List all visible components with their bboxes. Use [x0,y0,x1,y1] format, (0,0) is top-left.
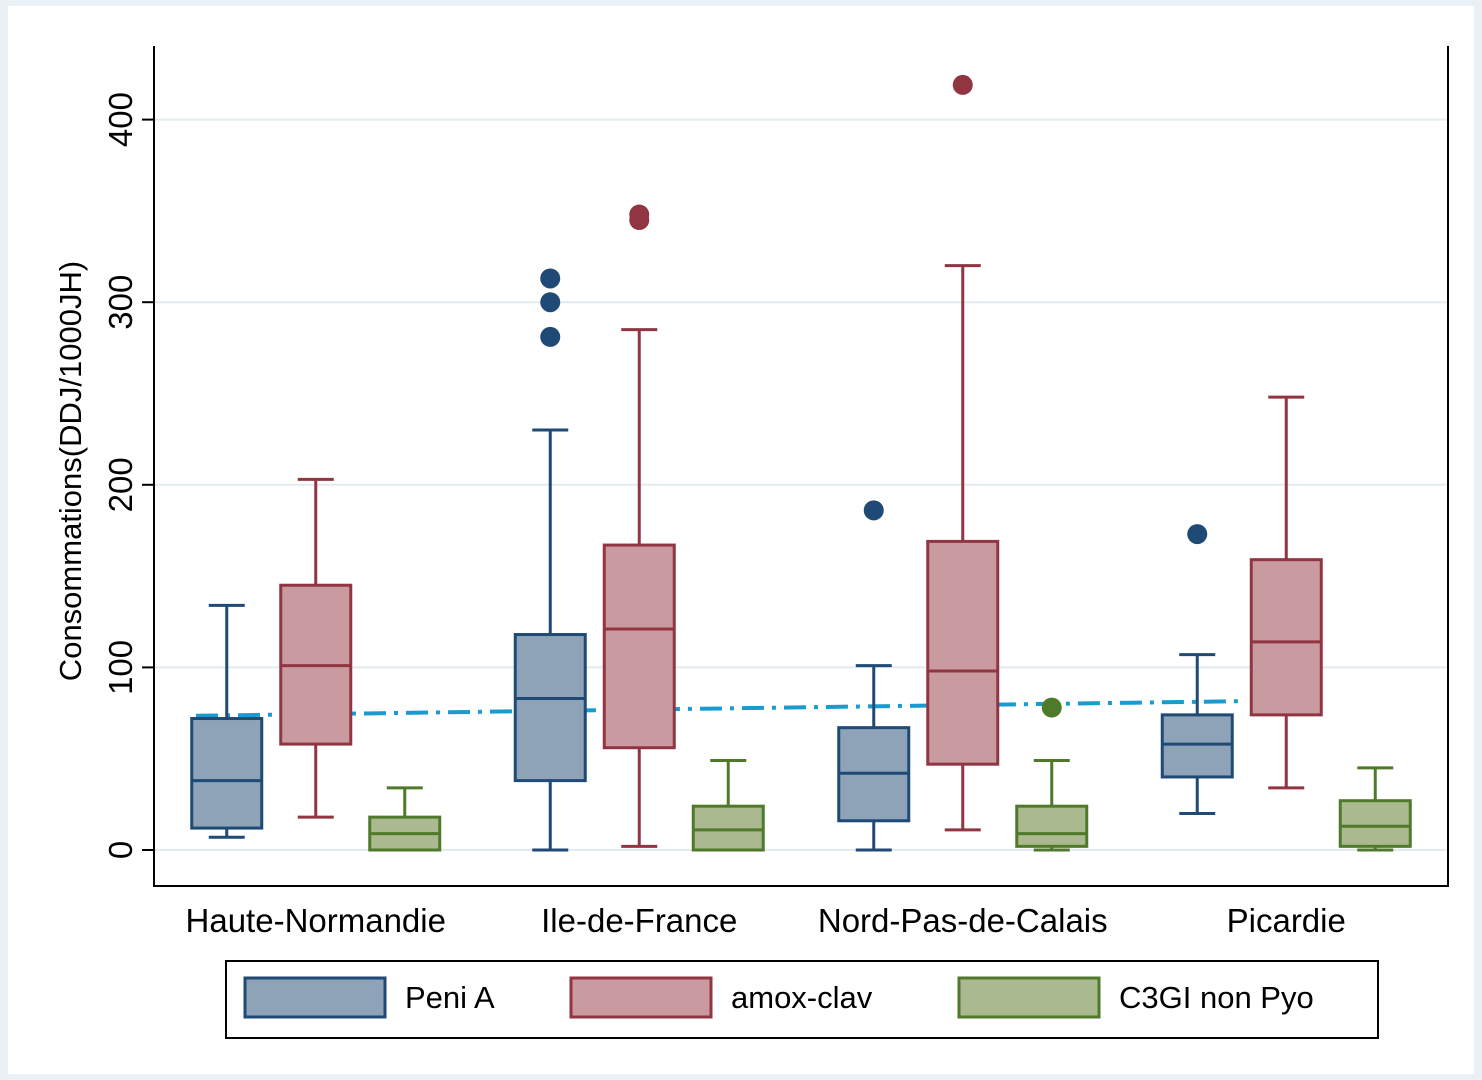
outlier-point [540,292,561,313]
box-plot [279,477,353,819]
box-plot [190,603,264,839]
legend-swatch [569,976,713,1019]
reference-line [195,699,1243,718]
y-tick-label: 100 [102,640,139,695]
box-iqr [1160,713,1234,779]
legend-label: amox-clav [731,980,873,1015]
box-iqr [926,539,1000,766]
y-tick-label: 0 [102,841,139,859]
box-iqr [190,717,264,830]
axes [153,46,1449,887]
legend-label: Peni A [405,980,495,1015]
y-tick-label: 400 [102,92,139,147]
legend-box [225,960,1379,1039]
outlier-point [540,326,561,347]
plot-border [153,46,1449,887]
box-plot [1338,766,1412,852]
gridlines [154,118,1448,851]
box-iqr [1249,558,1323,717]
y-tick-labels: 0 100 200 300 400 [102,92,154,859]
reference-line-layer [195,699,1243,718]
x-tick-label: Picardie [1227,902,1346,939]
box-plot [926,74,1000,832]
box-plot [602,204,676,848]
box-iqr [1338,799,1412,848]
boxes-layer [190,74,1412,852]
legend-swatch [243,976,387,1019]
box-plot [1160,524,1234,815]
box-iqr [602,543,676,750]
box-iqr [513,633,587,783]
legend: Peni A amox-clav C3GI non Pyo [225,960,1379,1039]
legend-swatch [957,976,1101,1019]
x-tick-label: Ile-de-France [541,902,737,939]
y-tick-label: 300 [102,275,139,330]
box-plot [513,268,587,852]
box-plot [368,786,442,852]
y-tick-label: 200 [102,457,139,512]
outlier-point [1041,697,1062,718]
legend-label: C3GI non Pyo [1119,980,1314,1015]
outlier-point [952,74,973,95]
box-plot [1249,395,1323,790]
box-plot [837,500,911,852]
box-plot [691,759,765,852]
x-tick-label: Nord-Pas-de-Calais [818,902,1108,939]
box-plot [1015,697,1089,852]
outlier-point [863,500,884,521]
outlier-point [629,204,650,225]
box-iqr [691,804,765,852]
box-plot-chart: 0 100 200 300 400 Haute-Normandie Ile-de-Fran… [53,46,1449,1039]
box-iqr [1015,804,1089,848]
x-tick-labels: Haute-Normandie Ile-de-France Nord-Pas-de-… [186,902,1346,939]
x-tick-label: Haute-Normandie [186,902,446,939]
outlier-point [540,268,561,289]
outlier-point [1187,524,1208,545]
y-axis-label: Consommations(DDJ/1000JH) [53,261,88,681]
chart-frame: 0 100 200 300 400 Haute-Normandie Ile-de-Fran… [8,6,1474,1074]
